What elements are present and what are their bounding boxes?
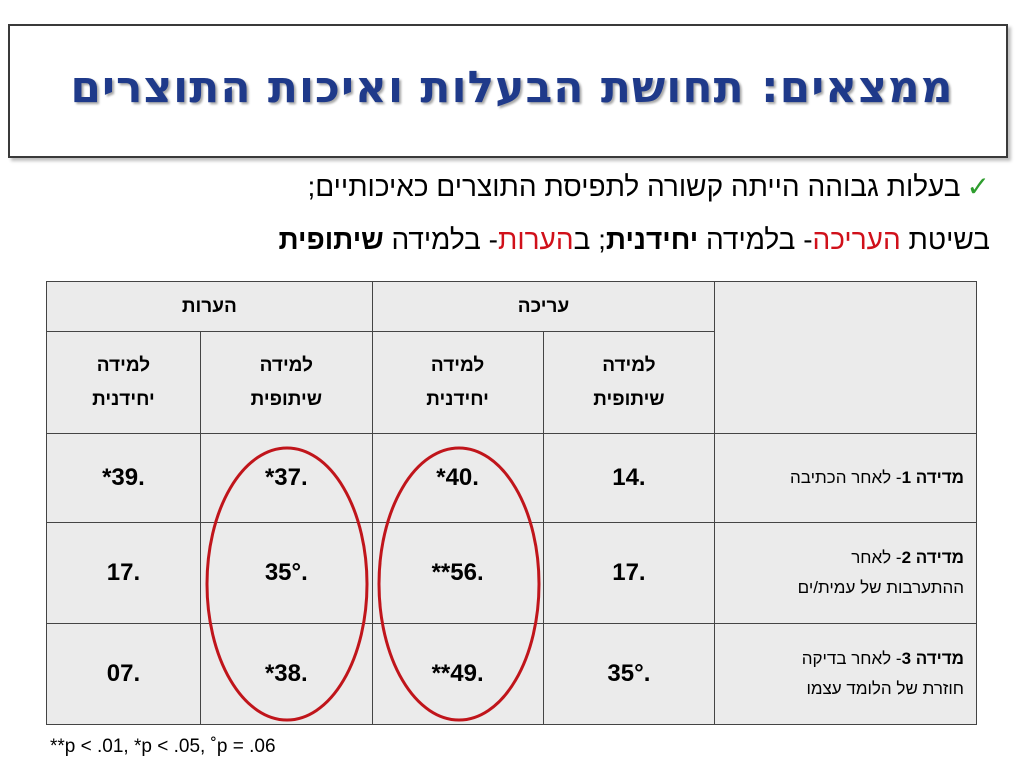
- empty-corner-cell: [714, 281, 977, 434]
- subheader-cell: למידה שיתופית: [542, 331, 716, 434]
- subheader-cell: למידה יחידנית: [46, 331, 201, 434]
- slide-title: ממצאים: תחושת הבעלות ואיכות התוצרים: [70, 62, 954, 113]
- value-cell: .56**: [371, 522, 544, 624]
- group-header-edit: עריכה: [371, 281, 716, 332]
- value-cell: .38*: [199, 623, 373, 725]
- line2-bold-individual: יחידנית: [605, 224, 699, 255]
- row-label: מדידה 3- לאחר בדיקה חוזרת של הלומד עצמו: [714, 623, 977, 725]
- subheader-cell: למידה יחידנית: [371, 331, 544, 434]
- significance-footnote: **p < .01, *p < .05, ˚p = .06: [50, 736, 276, 757]
- results-table: עריכה הערות למידה שיתופית למידה יחידנית למ…: [46, 281, 977, 725]
- line2-highlight-edit: העריכה: [812, 224, 901, 255]
- value-cell: .17: [46, 522, 201, 624]
- value-cell: .35°: [199, 522, 373, 624]
- value-cell: .49**: [371, 623, 544, 725]
- value-cell: .35°: [542, 623, 716, 725]
- bullet-text: בעלות גבוהה הייתה קשורה לתפיסת התוצרים כ…: [307, 171, 961, 202]
- value-cell: .17: [542, 522, 716, 624]
- line2-part: בשיטת: [900, 224, 990, 255]
- checkmark-icon: ✓: [966, 171, 990, 202]
- title-box: [8, 24, 1008, 158]
- subheader-cell: למידה שיתופית: [199, 331, 373, 434]
- bullet-line-1: ✓בעלות גבוהה הייתה קשורה לתפיסת התוצרים …: [307, 170, 990, 203]
- table-row: מדידה 2- לאחר ההתערבות של עמית/ים .17 .56…: [46, 522, 977, 624]
- table-row: מדידה 1- לאחר הכתיבה .14 .40* .37* .39*: [46, 433, 977, 523]
- row-label: מדידה 1- לאחר הכתיבה: [714, 433, 977, 523]
- value-cell: .37*: [199, 433, 373, 523]
- line2-part: ; ב: [573, 224, 606, 255]
- line2-part: - בלמידה: [698, 224, 813, 255]
- line2-bold-collaborative: שיתופית: [278, 224, 384, 255]
- group-header-comments: הערות: [46, 281, 373, 332]
- value-cell: .40*: [371, 433, 544, 523]
- value-cell: .14: [542, 433, 716, 523]
- value-cell: .39*: [46, 433, 201, 523]
- table-row: מדידה 3- לאחר בדיקה חוזרת של הלומד עצמו .…: [46, 623, 977, 725]
- line2-part: - בלמידה: [383, 224, 498, 255]
- line2-highlight-comments: הערות: [497, 224, 574, 255]
- row-label: מדידה 2- לאחר ההתערבות של עמית/ים: [714, 522, 977, 624]
- bullet-line-2: בשיטת העריכה- בלמידה יחידנית; בהערות- בל…: [278, 224, 990, 256]
- value-cell: .07: [46, 623, 201, 725]
